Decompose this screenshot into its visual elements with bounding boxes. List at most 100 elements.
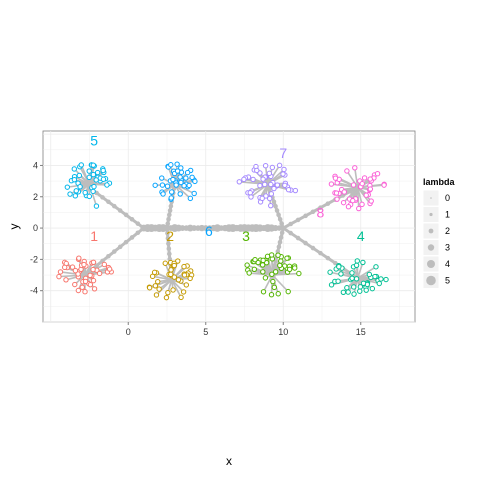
- y-tick-label: 0: [33, 223, 38, 233]
- data-point: [259, 195, 265, 202]
- data-point: [90, 266, 96, 273]
- data-point: [241, 176, 247, 183]
- legend-label: 5: [445, 276, 450, 286]
- cluster-edge: [73, 168, 91, 185]
- data-point: [376, 280, 382, 287]
- data-point: [181, 263, 187, 270]
- data-point: [156, 286, 162, 292]
- data-point: [359, 201, 365, 208]
- data-point: [264, 253, 271, 260]
- data-point: [262, 163, 269, 169]
- data-point: [328, 282, 335, 288]
- data-point: [151, 269, 158, 276]
- data-point: [271, 185, 277, 192]
- data-point: [90, 171, 97, 178]
- data-point: [353, 262, 360, 268]
- legend-size-symbol: [427, 260, 435, 268]
- data-point: [281, 166, 287, 173]
- cluster-label: 8: [317, 204, 325, 220]
- data-point: [159, 175, 165, 181]
- data-point: [163, 294, 170, 301]
- data-point: [381, 182, 387, 188]
- legend-size-symbol: [426, 275, 436, 286]
- data-point: [90, 277, 97, 284]
- data-point: [250, 176, 256, 183]
- legend-size-symbol: [430, 197, 432, 199]
- data-point: [104, 182, 110, 188]
- y-tick-labels: -4 -2 0 2 4: [30, 160, 43, 296]
- data-point: [71, 166, 78, 172]
- data-point: [87, 281, 94, 288]
- data-point: [100, 167, 106, 174]
- data-point: [72, 193, 79, 199]
- data-point: [169, 189, 175, 195]
- data-point: [192, 178, 198, 185]
- legend: lambda 0 1 2 3 4 5: [422, 177, 456, 289]
- legend-label: 3: [445, 243, 450, 253]
- data-point: [165, 289, 171, 296]
- data-point: [61, 264, 68, 271]
- data-point: [69, 264, 76, 270]
- data-point: [351, 291, 357, 297]
- data-point: [171, 274, 178, 280]
- data-points: [56, 161, 389, 301]
- data-point: [262, 181, 268, 188]
- data-point: [82, 189, 88, 196]
- data-point: [82, 278, 89, 285]
- data-point: [186, 182, 192, 189]
- data-point: [349, 275, 355, 282]
- backbone-points: [140, 224, 283, 233]
- data-point: [87, 272, 93, 279]
- data-point: [360, 259, 366, 266]
- data-point: [266, 170, 273, 177]
- data-point: [262, 275, 269, 281]
- data-point: [369, 285, 376, 292]
- cluster-label: 5: [90, 132, 98, 148]
- data-point: [338, 271, 344, 277]
- data-point: [153, 292, 160, 298]
- data-point: [96, 270, 103, 277]
- cluster-label: 7: [279, 145, 287, 161]
- cluster-label: 6: [205, 223, 213, 239]
- data-point: [93, 203, 100, 209]
- data-point: [56, 273, 62, 280]
- data-point: [181, 183, 187, 189]
- data-point: [263, 193, 269, 199]
- data-point: [349, 270, 355, 276]
- data-point: [174, 161, 180, 167]
- data-point: [184, 169, 191, 176]
- data-point: [168, 195, 174, 201]
- data-point: [328, 181, 335, 187]
- data-point: [72, 267, 79, 274]
- data-point: [86, 193, 93, 200]
- y-tick-label: 4: [33, 160, 38, 170]
- data-point: [91, 286, 98, 292]
- data-point: [189, 174, 195, 181]
- data-point: [296, 270, 302, 277]
- data-point: [277, 262, 283, 269]
- data-point: [363, 287, 369, 293]
- data-point: [357, 288, 363, 294]
- data-point: [282, 182, 288, 188]
- x-tick-labels: 0 5 10 15: [126, 322, 366, 337]
- data-point: [274, 182, 281, 188]
- data-point: [155, 278, 161, 285]
- data-point: [367, 186, 374, 192]
- legend-size-symbol: [428, 228, 434, 234]
- data-point: [77, 183, 83, 190]
- data-point: [268, 181, 274, 188]
- data-point: [353, 276, 360, 282]
- data-point: [383, 276, 389, 283]
- data-point: [81, 261, 87, 268]
- data-point: [345, 203, 352, 210]
- cluster-label: 1: [90, 228, 98, 244]
- data-point: [168, 267, 174, 273]
- data-point: [252, 256, 258, 263]
- data-point: [170, 176, 176, 183]
- data-point: [327, 269, 333, 275]
- y-tick-label: -4: [30, 286, 38, 296]
- data-point: [278, 258, 284, 264]
- data-point: [71, 176, 78, 183]
- data-point: [91, 183, 97, 190]
- data-point: [368, 198, 374, 204]
